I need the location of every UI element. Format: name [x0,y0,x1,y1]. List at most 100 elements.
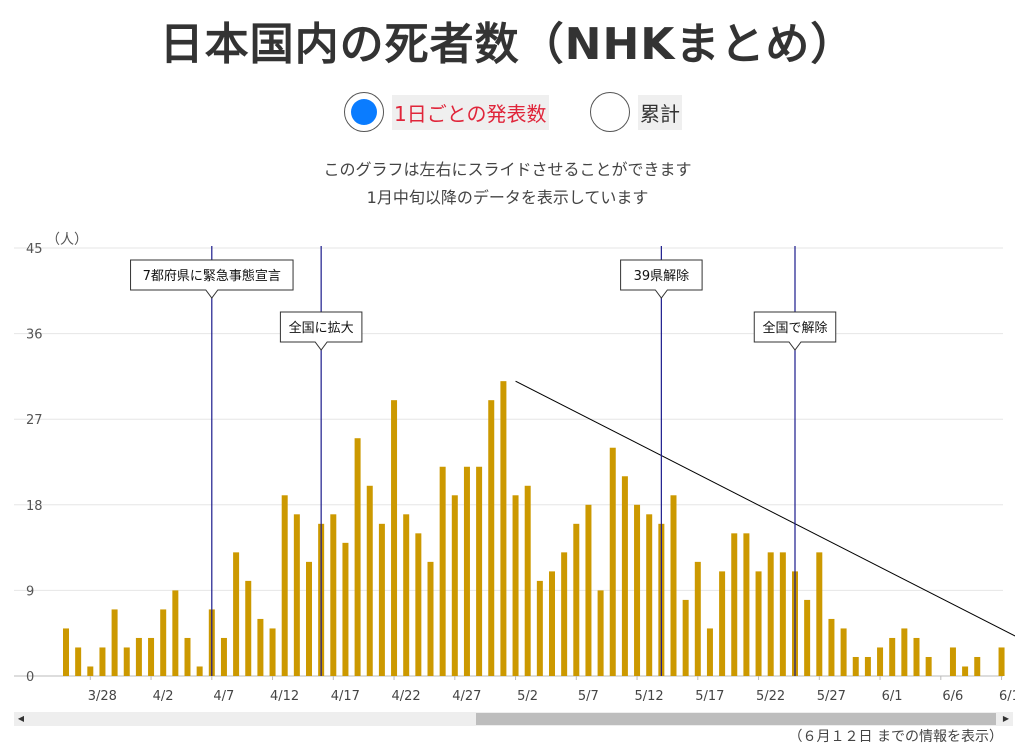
bar [220,637,227,676]
event-callout-box [130,259,294,299]
bar [585,504,592,676]
bar [75,647,82,676]
bar [500,381,507,676]
bar [549,571,555,676]
data-date-note: （６月１２日 までの情報を表示） [788,729,1003,745]
bar [99,647,106,676]
bar [245,580,252,676]
bar [852,656,859,676]
bar [63,628,69,676]
bar [403,514,410,676]
event-callout-box [620,259,703,299]
x-tick-label: 4/22 [391,689,420,704]
event-callout-box [753,311,837,351]
bar [597,590,604,676]
bar [609,447,616,676]
range-note: 1月中旬以降のデータを表示しています [366,188,649,207]
bar [670,495,677,676]
bar [913,637,920,676]
chart-scrollbar[interactable]: ◀ ▶ [14,712,1013,726]
y-axis-label: （人） [46,232,88,248]
bar [342,542,349,676]
bar [901,628,908,676]
bar [524,485,531,676]
cumulative-radio[interactable] [590,92,630,132]
bar [706,628,713,676]
bar [330,514,337,676]
bar [415,533,422,676]
x-tick-label: 3/28 [88,689,117,704]
bar [293,514,300,676]
y-tick-label: 45 [26,242,43,257]
daily-toggle[interactable]: 1日ごとの発表数 [344,92,549,132]
bar [998,647,1005,676]
y-tick-label: 0 [26,670,34,685]
bar [694,561,701,676]
x-tick-label: 4/12 [270,689,299,704]
daily-label[interactable]: 1日ごとの発表数 [392,94,549,130]
bar [731,533,738,676]
bar [233,552,240,676]
scrollbar-thumb[interactable] [476,713,996,725]
bar [621,476,628,676]
cumulative-label[interactable]: 累計 [638,94,682,130]
bar [306,561,312,676]
bar [949,647,956,676]
x-tick-label: 6/11 [999,689,1015,704]
x-tick-label: 5/17 [695,689,724,704]
scroll-right-arrow-icon[interactable]: ▶ [1002,714,1010,723]
cumulative-toggle[interactable]: 累計 [590,92,682,132]
radio-selected-dot [351,99,377,125]
x-tick-label: 5/27 [817,689,846,704]
x-tick-label: 4/7 [213,689,234,704]
bar [816,552,823,676]
bar [476,466,483,676]
bar [719,571,726,676]
bar [512,495,519,676]
bar [391,400,398,676]
bar [184,637,191,676]
bar [111,609,118,676]
bar [804,599,811,676]
bar [779,552,786,676]
bar [634,504,641,676]
y-tick-label: 9 [26,584,34,599]
trend-line [515,380,1015,637]
x-tick-label: 4/2 [153,689,174,704]
bar [257,618,264,676]
bar [828,618,835,676]
bar [573,523,580,676]
event-label: 全国に拡大 [289,320,354,336]
bar [840,628,847,676]
scroll-left-arrow-icon[interactable]: ◀ [17,714,25,723]
bar [767,552,774,676]
y-tick-label: 18 [26,499,43,514]
deaths-bar-chart[interactable]: 0 9 18 27 36 45（人） 3/28 4/2 4/7 4/12 4/17 4/22 4/27 5… [0,220,1015,710]
page-title: 日本国内の死者数（NHKまとめ） [159,19,856,70]
bar [536,580,543,676]
bar [646,514,653,676]
y-tick-label: 36 [26,328,43,343]
bar [87,666,94,676]
bar [148,637,155,676]
bar [962,666,969,676]
event-label: 7都府県に緊急事態宣言 [143,268,281,284]
x-tick-label: 5/12 [634,689,663,704]
bar [561,552,568,676]
x-tick-label: 4/27 [452,689,481,704]
bar [123,647,130,676]
bar [889,637,896,676]
bar [451,495,458,676]
x-tick-label: 4/17 [331,689,360,704]
bar [439,466,446,676]
bar [974,656,981,676]
x-tick-label: 5/2 [517,689,538,704]
y-tick-label: 27 [26,413,43,428]
x-tick-label: 6/1 [882,689,903,704]
bar [160,609,167,676]
bar [743,533,750,676]
event-callout-box [279,311,363,351]
daily-radio[interactable] [344,92,384,132]
x-tick-label: 5/7 [578,689,599,704]
bar [864,656,871,676]
